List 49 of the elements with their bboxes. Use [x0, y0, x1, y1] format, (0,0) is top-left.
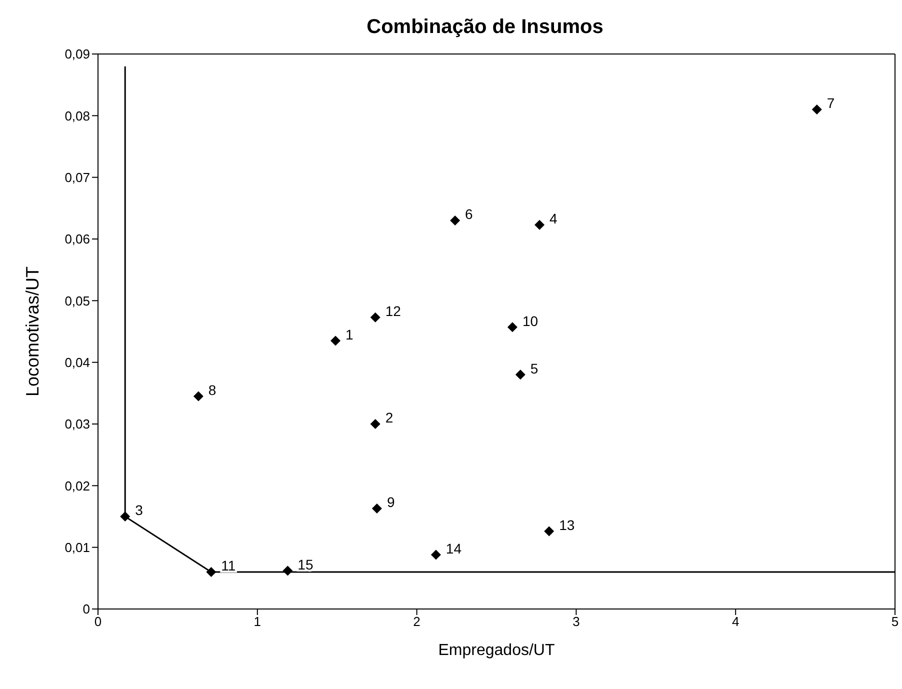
- y-tick-label: 0,04: [64, 354, 90, 370]
- annotation: 3: [135, 502, 144, 518]
- annotation: 9: [386, 494, 395, 510]
- point: [120, 512, 130, 522]
- y-tick-label: 0,03: [64, 416, 90, 432]
- annotation: 8: [208, 382, 216, 398]
- point: [372, 503, 382, 514]
- point: [282, 566, 293, 576]
- annotation: 14: [446, 540, 462, 556]
- point: [515, 370, 526, 380]
- annotation: 1: [346, 326, 354, 342]
- annotation: 7: [826, 95, 835, 112]
- x-tick-label: 3: [572, 614, 580, 630]
- annotation: 12: [385, 303, 402, 320]
- y-tick-label: 0,07: [64, 170, 90, 185]
- y-axis-title: Locomotivas/UT: [22, 266, 42, 397]
- point: [370, 419, 380, 429]
- point: [544, 526, 554, 536]
- point: [206, 567, 216, 577]
- annotation: 4: [550, 210, 558, 227]
- annotation: 15: [298, 556, 314, 572]
- y-tick-label: 0,09: [64, 46, 90, 62]
- annotation: 5: [530, 360, 538, 376]
- y-tick-label: 0,05: [64, 293, 90, 308]
- point: [330, 336, 341, 346]
- y-tick-label: 0: [82, 602, 90, 617]
- x-axis-title: Empregados/UT: [438, 642, 555, 659]
- y-tick-label: 0,08: [64, 108, 90, 124]
- point: [450, 216, 460, 226]
- y-tick-label: 0,06: [64, 232, 90, 247]
- x-tick-label: 1: [254, 614, 262, 630]
- point: [534, 220, 545, 230]
- annotation: 10: [522, 312, 538, 329]
- y-tick-label: 0,02: [64, 478, 90, 494]
- point: [370, 312, 380, 322]
- annotation: 2: [385, 410, 394, 426]
- point: [507, 322, 518, 332]
- point: [812, 104, 822, 114]
- x-tick-label: 4: [732, 614, 740, 630]
- x-tick-label: 0: [94, 614, 102, 630]
- annotation: 11: [221, 558, 236, 574]
- point: [430, 550, 441, 560]
- chart-title: Combinação de Insumos: [366, 15, 604, 39]
- point: [193, 391, 204, 402]
- x-tick-label: 5: [891, 614, 899, 630]
- x-tick-label: 2: [413, 614, 420, 630]
- annotation: 13: [559, 517, 575, 534]
- y-tick-label: 0,01: [64, 540, 90, 555]
- annotation: 6: [465, 206, 474, 222]
